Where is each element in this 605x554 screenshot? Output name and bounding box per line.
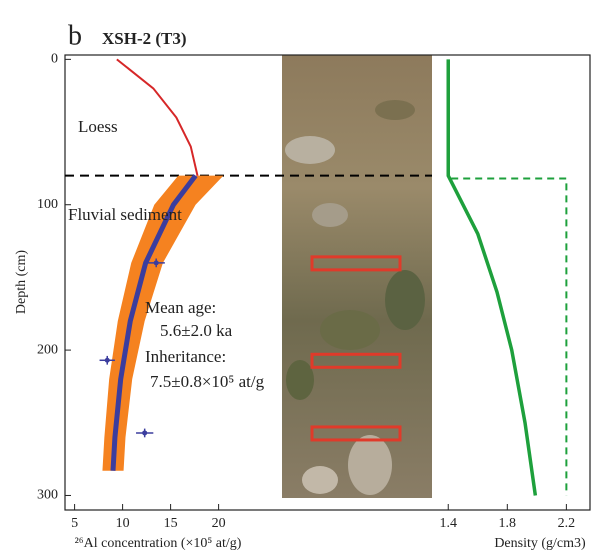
panel-label: b — [68, 20, 82, 51]
y-axis-label: Depth (cm) — [14, 250, 29, 314]
x-tick-label: 20 — [212, 516, 226, 531]
data-point — [153, 260, 159, 266]
plot-frame — [64, 54, 591, 511]
x-tick-label: 2.2 — [558, 516, 576, 531]
x-tick-label: 15 — [164, 516, 178, 531]
annotation: Loess — [78, 117, 118, 136]
y-tick-label: 0 — [51, 52, 58, 67]
profile-line — [116, 58, 199, 176]
sample-box — [310, 255, 402, 272]
x-tick-label: 1.8 — [499, 516, 517, 531]
data-point — [104, 357, 110, 363]
annotation: 5.6±2.0 ka — [160, 321, 233, 340]
profile-line — [451, 177, 568, 496]
x-axis-label: Density (g/cm3) — [494, 536, 586, 551]
annotation: 7.5±0.8×10⁵ at/g — [150, 372, 265, 391]
x-tick-label: 5 — [71, 516, 78, 531]
profile-line — [110, 174, 198, 471]
annotation: Mean age: — [145, 298, 216, 317]
sample-box — [310, 352, 402, 369]
data-point — [142, 430, 148, 436]
photo — [282, 55, 432, 498]
annotation: Inheritance: — [145, 347, 226, 366]
chart-title: XSH-2 (T3) — [102, 29, 187, 48]
x-tick-label: 1.4 — [439, 516, 457, 531]
y-tick-label: 200 — [37, 342, 58, 357]
x-axis-label: ²⁶Al concentration (×10⁵ at/g) — [75, 536, 242, 551]
sample-box — [310, 425, 402, 442]
y-tick-label: 300 — [37, 488, 58, 503]
x-tick-label: 10 — [116, 516, 130, 531]
profile-line — [446, 59, 538, 496]
annotation: Fluvial sediment — [68, 205, 182, 224]
y-tick-label: 100 — [37, 197, 58, 212]
